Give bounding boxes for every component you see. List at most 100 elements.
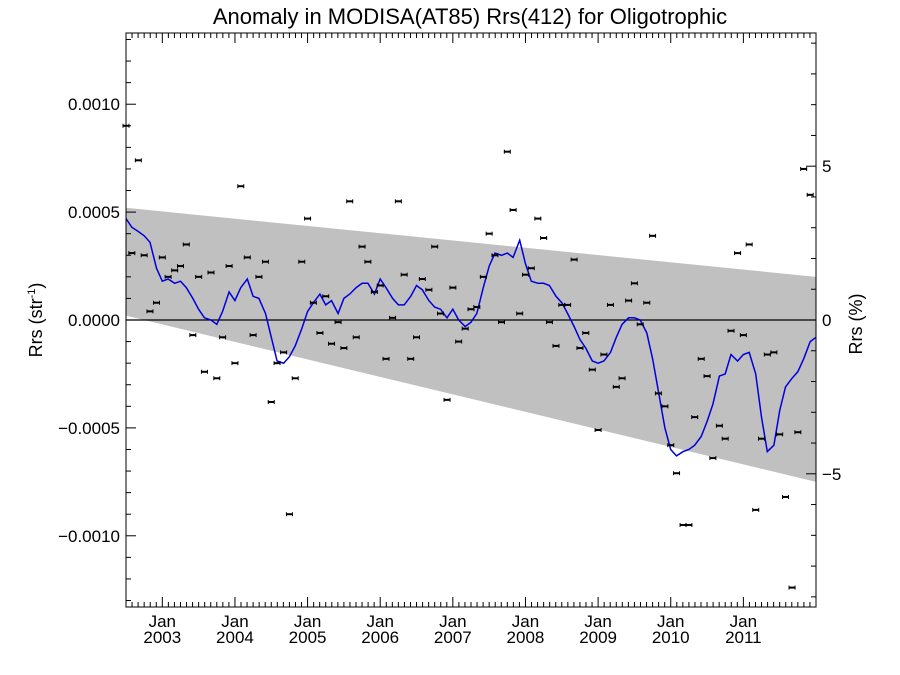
- data-point: [146, 309, 154, 314]
- y-tick-label: 0.0010: [68, 95, 120, 114]
- data-point: [261, 259, 269, 264]
- data-point: [328, 341, 336, 346]
- data-point: [576, 346, 584, 351]
- data-point: [473, 305, 481, 310]
- data-point: [763, 352, 771, 357]
- data-point: [364, 259, 372, 264]
- data-point: [340, 346, 348, 351]
- y2-tick-label: 5: [822, 157, 831, 176]
- data-point: [534, 216, 542, 221]
- data-point: [153, 300, 161, 305]
- data-point: [630, 281, 638, 286]
- x-tick-label-year: 2008: [507, 628, 545, 647]
- data-point: [389, 315, 397, 320]
- data-point: [625, 298, 633, 303]
- data-point: [304, 216, 312, 221]
- data-point: [588, 367, 596, 372]
- data-point: [134, 158, 142, 163]
- y-tick-label: 0.0000: [68, 311, 120, 330]
- data-point: [752, 507, 760, 512]
- data-point: [382, 356, 390, 361]
- data-point: [800, 166, 808, 171]
- data-point: [498, 320, 506, 325]
- data-point: [334, 320, 342, 325]
- data-point: [503, 149, 511, 154]
- data-point: [806, 192, 814, 197]
- data-point: [673, 471, 681, 476]
- data-point: [709, 456, 717, 461]
- data-point: [788, 585, 796, 590]
- data-point: [564, 302, 572, 307]
- data-point: [322, 294, 330, 299]
- data-point: [158, 255, 166, 260]
- data-point: [721, 436, 729, 441]
- x-tick-label-month: Jan: [730, 612, 757, 631]
- x-tick-label-year: 2005: [289, 628, 327, 647]
- data-point: [195, 274, 203, 279]
- x-tick-label-month: Jan: [657, 612, 684, 631]
- data-point: [649, 233, 657, 238]
- trend-band: [126, 207, 816, 482]
- data-point: [781, 494, 789, 499]
- data-point: [552, 343, 560, 348]
- data-point: [207, 270, 215, 275]
- data-point: [776, 432, 784, 437]
- data-point: [418, 277, 426, 281]
- data-point: [679, 523, 687, 527]
- anomaly-points-layer: [122, 123, 814, 590]
- data-point: [461, 326, 469, 331]
- data-point: [443, 397, 451, 402]
- data-point: [431, 244, 439, 249]
- y-tick-label: −0.0005: [58, 419, 120, 438]
- x-tick-label-month: Jan: [294, 612, 321, 631]
- data-point: [770, 350, 778, 355]
- data-point: [298, 259, 306, 264]
- x-tick-label-month: Jan: [512, 612, 539, 631]
- data-point: [654, 391, 662, 396]
- y2-tick-label: 0: [822, 311, 831, 330]
- data-point: [667, 443, 675, 448]
- chart-title: Anomaly in MODISA(AT85) Rrs(412) for Oli…: [213, 4, 727, 29]
- x-tick-label-year: 2006: [361, 628, 399, 647]
- data-point: [316, 330, 324, 335]
- y2-axis-label: Rrs (%): [846, 294, 866, 355]
- data-point: [413, 335, 421, 340]
- data-point: [491, 253, 499, 258]
- y2-tick-label: −5: [822, 465, 841, 484]
- data-point: [164, 274, 172, 279]
- y-axis-label: Rrs (str-1): [26, 283, 46, 358]
- x-tick-label-month: Jan: [366, 612, 393, 631]
- data-point: [636, 322, 644, 327]
- data-point: [794, 430, 802, 435]
- data-point: [394, 199, 402, 204]
- data-point: [509, 207, 517, 212]
- data-point: [280, 350, 288, 355]
- data-point: [200, 369, 208, 374]
- data-point: [643, 300, 651, 305]
- smoothed-anomaly-line: [125, 218, 817, 457]
- data-point: [291, 376, 299, 381]
- data-point: [182, 242, 190, 247]
- data-point: [691, 415, 699, 420]
- data-point: [612, 384, 620, 389]
- y-axis-ticks: 0.0010 0.0005 0.0000 −0.0005 −0.0010: [58, 38, 136, 602]
- x-tick-label-year: 2010: [652, 628, 690, 647]
- data-point: [727, 328, 735, 333]
- data-point: [697, 356, 705, 361]
- data-point: [189, 333, 197, 338]
- data-point: [285, 512, 293, 517]
- x-tick-label-month: Jan: [221, 612, 248, 631]
- data-point: [618, 376, 626, 381]
- data-point: [594, 428, 602, 433]
- x-axis-ticks: Jan2003Jan2004Jan2005Jan2006Jan2007Jan20…: [131, 33, 811, 647]
- data-point: [273, 361, 281, 366]
- x-tick-label-year: 2003: [143, 628, 181, 647]
- data-point: [734, 251, 742, 256]
- data-point: [521, 272, 529, 277]
- data-point: [449, 285, 457, 290]
- trend-band-layer: [126, 207, 816, 482]
- data-point: [370, 289, 378, 294]
- data-point: [540, 236, 548, 240]
- data-point: [267, 400, 275, 404]
